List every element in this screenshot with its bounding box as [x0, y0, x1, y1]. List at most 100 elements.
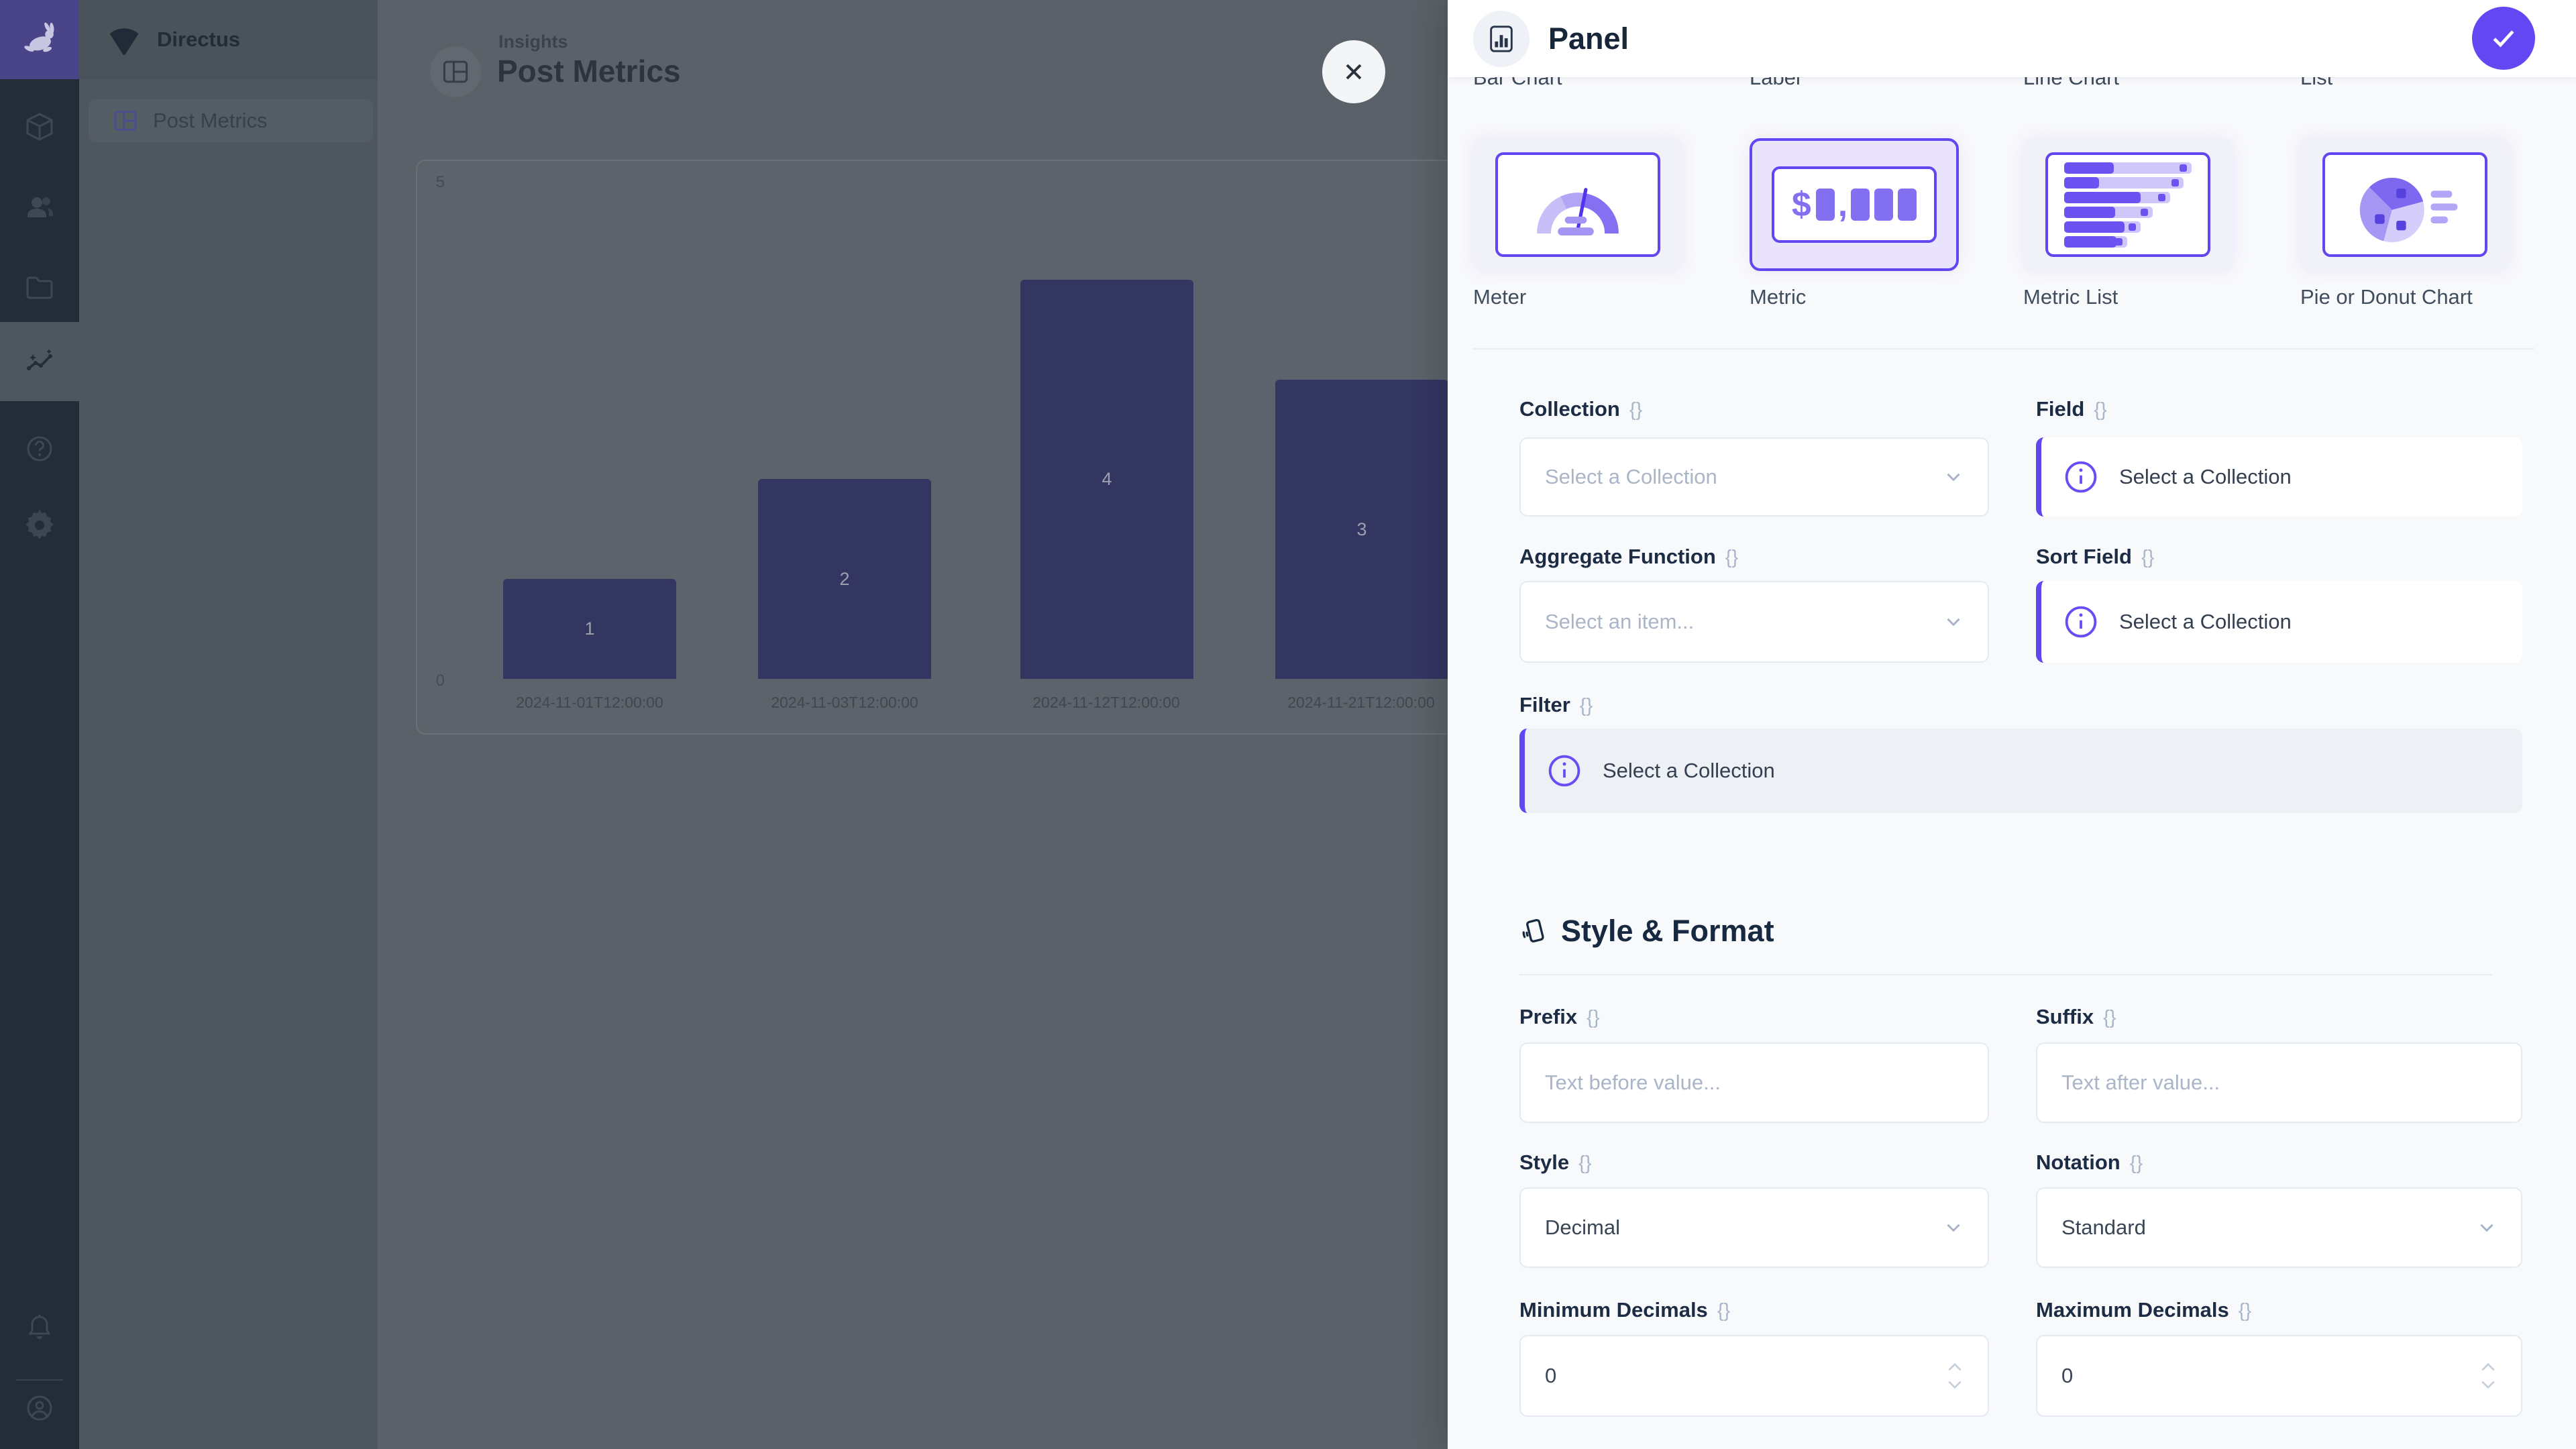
project-logo-icon: [110, 28, 138, 55]
x-axis-label: 2024-11-01T12:00:00: [516, 694, 663, 711]
insights-dashboard-page: Insights Post Metrics 5 0 1 2 4 3 2024-1…: [378, 0, 1619, 1449]
raw-value-toggle-icon[interactable]: {}: [2238, 1300, 2252, 1322]
save-panel-button[interactable]: [2472, 7, 2535, 70]
field-select-notice: Select a Collection: [2036, 437, 2522, 517]
help-icon: [27, 436, 52, 462]
section-title: Style & Format: [1561, 914, 1774, 948]
notifications-bell-icon: [28, 1315, 51, 1339]
navigation-panel: Directus Post Metrics: [79, 0, 378, 1449]
raw-value-toggle-icon[interactable]: {}: [2141, 547, 2155, 568]
style-format-section-header: Style & Format: [1519, 914, 1774, 949]
raw-value-toggle-icon[interactable]: {}: [1717, 1300, 1731, 1322]
project-chooser[interactable]: Directus: [79, 0, 378, 79]
metric-value-icon: $,: [1772, 166, 1937, 243]
chevron-down-icon: [2480, 1224, 2493, 1232]
raw-value-toggle-icon[interactable]: {}: [2103, 1007, 2116, 1028]
module-settings[interactable]: [0, 483, 79, 562]
close-drawer-button[interactable]: [1322, 40, 1385, 103]
prefix-input[interactable]: Text before value...: [1519, 1042, 1989, 1123]
filter-label: Filter{}: [1519, 693, 1593, 716]
collection-field-label: Collection{}: [1519, 397, 1643, 421]
dashboard-icon: [430, 46, 481, 97]
info-icon: [2065, 461, 2097, 493]
raw-value-toggle-icon[interactable]: {}: [1725, 547, 1739, 568]
filter-notice: Select a Collection: [1519, 729, 2522, 813]
panel-type-metric-list[interactable]: [2023, 138, 2233, 271]
raw-value-toggle-icon[interactable]: {}: [2094, 399, 2107, 421]
raw-value-toggle-icon[interactable]: {}: [1579, 695, 1593, 716]
account-button[interactable]: [0, 1368, 79, 1448]
bar-2024-11-03: 2: [758, 479, 931, 679]
drawer-header: Panel: [1448, 0, 2576, 77]
module-help[interactable]: [0, 409, 79, 488]
collection-select[interactable]: Select a Collection: [1519, 437, 1989, 517]
panel-header-icon: [1473, 10, 1529, 67]
raw-value-toggle-icon[interactable]: {}: [1578, 1152, 1592, 1174]
info-icon: [1548, 755, 1580, 787]
chevron-up-icon: [2481, 1362, 2495, 1371]
directus-rabbit-icon: [24, 22, 54, 52]
raw-value-toggle-icon[interactable]: {}: [1629, 399, 1643, 421]
project-name: Directus: [157, 28, 241, 51]
directus-logo-button[interactable]: [0, 0, 79, 79]
notation-label: Notation{}: [2036, 1150, 2143, 1174]
x-axis-label: 2024-11-21T12:00:00: [1287, 694, 1435, 711]
field-field-label: Field{}: [2036, 397, 2107, 421]
style-icon: [1522, 918, 1544, 943]
bar-value-label: 3: [1356, 519, 1367, 539]
raw-value-toggle-icon[interactable]: {}: [2129, 1152, 2143, 1174]
meter-gauge-icon: [1495, 152, 1660, 257]
aggregate-function-select[interactable]: Select an item...: [1519, 581, 1989, 663]
style-select[interactable]: Decimal: [1519, 1187, 1989, 1268]
raw-value-toggle-icon[interactable]: {}: [1587, 1007, 1600, 1028]
module-insights[interactable]: [0, 322, 79, 401]
insights-icon: [27, 349, 52, 370]
maximum-decimals-input[interactable]: 0: [2036, 1335, 2522, 1417]
module-bar: [0, 0, 79, 1449]
bar-2024-11-21: 3: [1275, 380, 1448, 679]
content-cube-icon: [26, 113, 53, 141]
panel-type-label: Pie or Donut Chart: [2300, 285, 2473, 309]
module-content[interactable]: [0, 87, 79, 166]
chevron-up-icon: [1948, 1362, 1962, 1371]
users-icon: [28, 197, 53, 217]
info-icon: [2065, 606, 2097, 638]
bar-value-label: 1: [584, 619, 595, 639]
bar-value-label: 4: [1102, 469, 1112, 489]
number-stepper[interactable]: [2479, 1362, 2497, 1390]
settings-gear-icon: [25, 509, 54, 539]
aggregate-function-label: Aggregate Function{}: [1519, 545, 1739, 568]
notifications-button[interactable]: [0, 1288, 79, 1367]
panel-type-metric[interactable]: $,: [1750, 138, 1959, 271]
sort-field-notice: Select a Collection: [2036, 581, 2522, 663]
x-axis-label: 2024-11-03T12:00:00: [771, 694, 918, 711]
pie-donut-icon: [2322, 152, 2487, 257]
panel-config-drawer: Bar Chart Label Line Chart List Panel: [1448, 0, 2576, 1449]
module-users[interactable]: [0, 168, 79, 247]
module-bar-divider: [16, 1379, 63, 1381]
sidebar-item-post-metrics[interactable]: Post Metrics: [89, 99, 373, 142]
notation-select[interactable]: Standard: [2036, 1187, 2522, 1268]
y-axis-tick-max: 5: [435, 173, 445, 191]
number-stepper[interactable]: [1946, 1362, 1964, 1390]
panel-type-meter[interactable]: [1473, 138, 1682, 271]
bar-2024-11-01: 1: [503, 579, 676, 679]
module-files[interactable]: [0, 248, 79, 327]
bar-value-label: 2: [839, 568, 850, 589]
chevron-down-icon: [1948, 1381, 1962, 1389]
bar-chart-icon: [1490, 25, 1513, 52]
panel-type-pie-donut[interactable]: [2300, 138, 2510, 271]
minimum-decimals-input[interactable]: 0: [1519, 1335, 1989, 1417]
minimum-decimals-label: Minimum Decimals{}: [1519, 1298, 1731, 1322]
prefix-label: Prefix{}: [1519, 1005, 1600, 1028]
maximum-decimals-label: Maximum Decimals{}: [2036, 1298, 2252, 1322]
section-divider: [1473, 348, 2534, 350]
breadcrumb[interactable]: Insights: [498, 32, 568, 52]
style-label: Style{}: [1519, 1150, 1592, 1174]
suffix-input[interactable]: Text after value...: [2036, 1042, 2522, 1123]
chevron-down-icon: [1947, 618, 1960, 627]
x-axis-label: 2024-11-12T12:00:00: [1032, 694, 1180, 711]
section-divider: [1519, 974, 2492, 975]
files-folder-icon: [26, 276, 53, 299]
